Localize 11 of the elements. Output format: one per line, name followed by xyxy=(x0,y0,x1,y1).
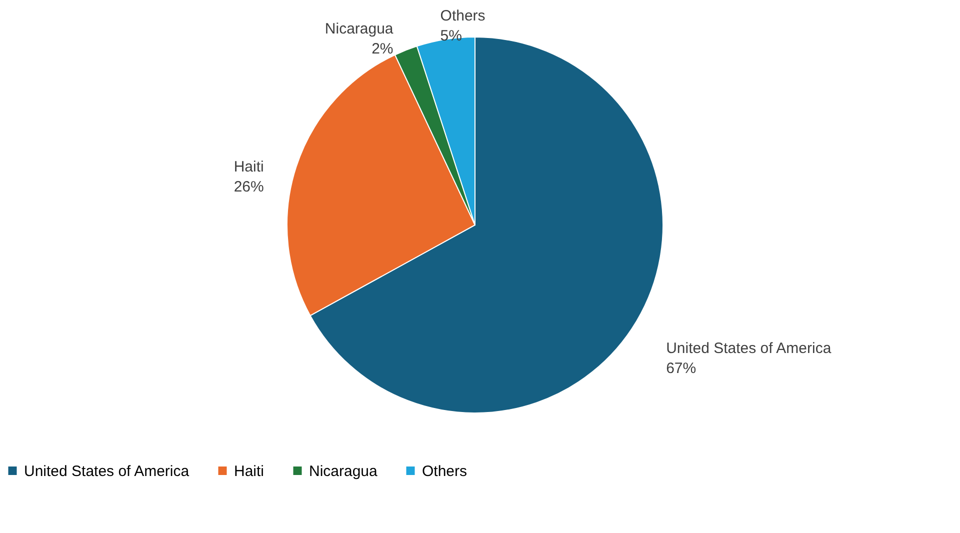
slice-label: Others xyxy=(440,8,486,25)
legend-label: Haiti xyxy=(234,462,264,480)
slice-label: Nicaragua xyxy=(324,20,394,38)
legend-label: Others xyxy=(422,462,468,480)
legend-label: United States of America xyxy=(24,462,190,480)
legend-label: Nicaragua xyxy=(309,462,378,480)
slice-label: United States of America xyxy=(666,340,832,358)
data-label: 26% xyxy=(234,178,264,196)
data-label: 2% xyxy=(372,40,394,58)
slice-label: Haiti xyxy=(234,158,264,176)
data-label: 67% xyxy=(666,360,696,378)
